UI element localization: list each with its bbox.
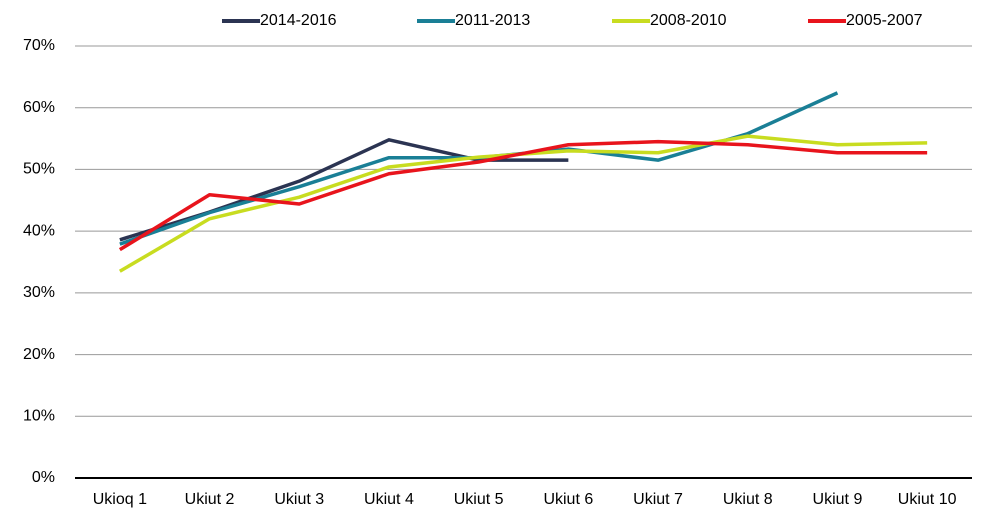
x-tick-label: Ukiut 3 [274, 491, 324, 508]
y-tick-label: 10% [23, 408, 55, 425]
legend-label: 2008-2010 [650, 12, 727, 29]
y-tick-label: 30% [23, 284, 55, 301]
series-line [119, 91, 839, 246]
x-tick-label: Ukiut 5 [454, 491, 504, 508]
y-tick-label: 50% [23, 161, 55, 178]
legend-label: 2005-2007 [846, 12, 923, 29]
x-tick-label: Ukiut 7 [633, 491, 683, 508]
x-tick-label: Ukioq 1 [93, 491, 147, 508]
y-tick-label: 40% [23, 222, 55, 239]
legend-label: 2011-2013 [455, 12, 530, 29]
legend-label: 2014-2016 [260, 12, 337, 29]
x-tick-label: Ukiut 10 [898, 491, 957, 508]
x-tick-label: Ukiut 9 [813, 491, 863, 508]
y-tick-label: 70% [23, 37, 55, 54]
x-tick-label: Ukiut 2 [185, 491, 235, 508]
x-tick-label: Ukiut 8 [723, 491, 773, 508]
series-line [118, 139, 928, 252]
x-tick-label: Ukiut 4 [364, 491, 414, 508]
y-tick-label: 60% [23, 99, 55, 116]
y-tick-label: 0% [32, 469, 55, 486]
x-tick-label: Ukiut 6 [543, 491, 593, 508]
y-tick-label: 20% [23, 346, 55, 363]
